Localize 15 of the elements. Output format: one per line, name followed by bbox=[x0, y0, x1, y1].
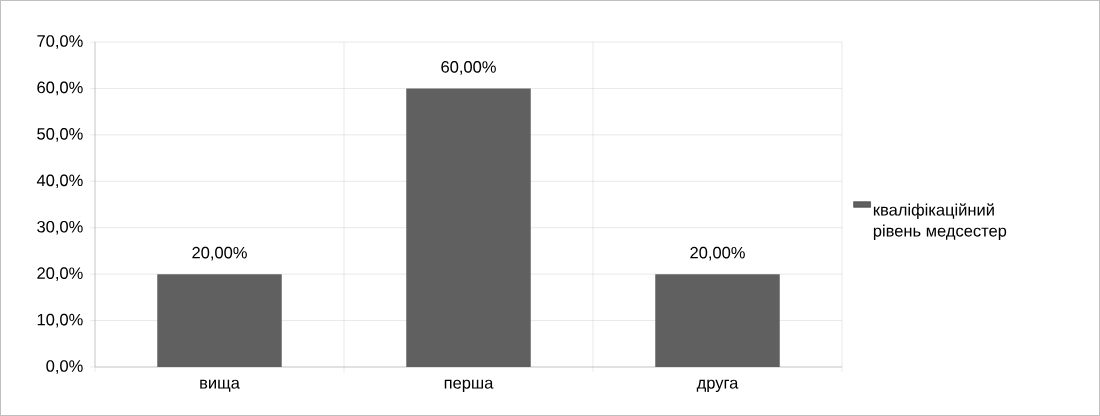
legend-label: кваліфікаційний рівень медсестер bbox=[873, 203, 1007, 240]
y-tick-label: 40,0% bbox=[36, 174, 83, 189]
x-tick-label: друга bbox=[696, 379, 739, 392]
y-tick-label: 20,0% bbox=[37, 267, 83, 281]
x-tick-label: перша bbox=[444, 379, 494, 392]
data-label: 60,00% bbox=[441, 61, 496, 75]
y-tick-label: 0,0% bbox=[46, 360, 83, 374]
y-tick-label: 30,0% bbox=[37, 220, 83, 235]
data-label: 20,00% bbox=[690, 246, 745, 261]
data-label: 20,00% bbox=[192, 246, 247, 261]
x-tick-label: вища bbox=[200, 379, 240, 392]
y-tick-label: 10,0% bbox=[37, 313, 83, 328]
y-tick-label: 60,0% bbox=[37, 81, 83, 96]
y-tick-label: 70,0% bbox=[37, 35, 83, 49]
y-tick-label: 50,0% bbox=[37, 128, 83, 142]
